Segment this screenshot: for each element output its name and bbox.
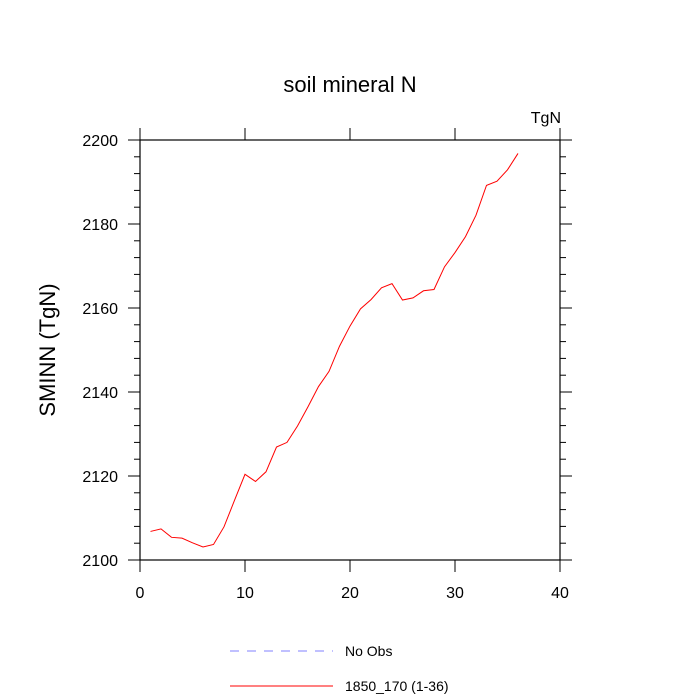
y-tick-label: 2160 <box>82 301 118 318</box>
plot-frame <box>139 139 561 561</box>
y-tick-label: 2200 <box>82 133 118 150</box>
chart-title: soil mineral N <box>283 72 416 97</box>
legend: No Obs 1850_170 (1-36) <box>230 643 449 694</box>
axis-tick-labels: 0 10 20 30 40 2100 2120 2140 2160 2180 2200 <box>82 133 569 602</box>
y-axis-label: SMINN (TgN) <box>35 283 60 416</box>
legend-label: No Obs <box>345 643 392 659</box>
x-tick-label: 40 <box>551 585 569 602</box>
y-tick-label: 2100 <box>82 553 118 570</box>
y-tick-label: 2120 <box>82 469 118 486</box>
legend-label: 1850_170 (1-36) <box>345 678 449 694</box>
series-line-0 <box>150 153 519 548</box>
x-tick-label: 0 <box>136 585 145 602</box>
x-tick-label: 30 <box>446 585 464 602</box>
y-tick-label: 2180 <box>82 217 118 234</box>
y-tick-label: 2140 <box>82 385 118 402</box>
axis-ticks <box>128 128 572 572</box>
units-label: TgN <box>531 110 561 127</box>
x-tick-label: 20 <box>341 585 359 602</box>
x-tick-label: 10 <box>236 585 254 602</box>
series-lines <box>150 153 519 548</box>
